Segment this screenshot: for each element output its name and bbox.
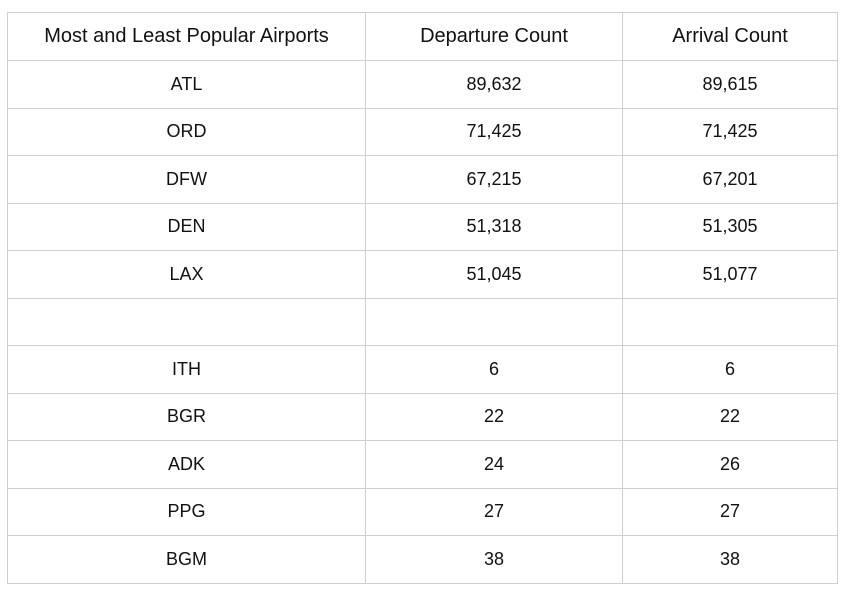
airport-cell: DEN (7, 202, 366, 251)
arrival-cell: 51,077 (622, 250, 838, 299)
departure-cell: 27 (365, 487, 623, 536)
airport-cell: BGR (7, 392, 366, 441)
arrival-cell: 26 (622, 440, 838, 489)
airport-table: Most and Least Popular Airports Departur… (7, 12, 838, 584)
airport-cell (7, 297, 366, 346)
departure-cell: 71,425 (365, 107, 623, 156)
airport-cell: DFW (7, 155, 366, 204)
table-container: Most and Least Popular Airports Departur… (7, 12, 838, 584)
departure-cell: 51,045 (365, 250, 623, 299)
arrival-cell: 38 (622, 535, 838, 584)
table-row: ADK 24 26 (7, 440, 838, 489)
table-row: DEN 51,318 51,305 (7, 202, 838, 251)
header-departure-count: Departure Count (365, 12, 623, 61)
header-arrival-count: Arrival Count (622, 12, 838, 61)
arrival-cell (622, 297, 838, 346)
departure-cell: 51,318 (365, 202, 623, 251)
header-row: Most and Least Popular Airports Departur… (7, 12, 838, 61)
airport-cell: BGM (7, 535, 366, 584)
empty-row (7, 297, 838, 346)
departure-cell: 6 (365, 345, 623, 394)
table-row: ITH 6 6 (7, 345, 838, 394)
table-row: PPG 27 27 (7, 487, 838, 536)
arrival-cell: 6 (622, 345, 838, 394)
airport-cell: PPG (7, 487, 366, 536)
arrival-cell: 71,425 (622, 107, 838, 156)
header-airports: Most and Least Popular Airports (7, 12, 366, 61)
arrival-cell: 27 (622, 487, 838, 536)
table-row: ATL 89,632 89,615 (7, 60, 838, 109)
departure-cell: 67,215 (365, 155, 623, 204)
airport-cell: LAX (7, 250, 366, 299)
departure-cell (365, 297, 623, 346)
departure-cell: 22 (365, 392, 623, 441)
airport-cell: ORD (7, 107, 366, 156)
table-row: BGM 38 38 (7, 535, 838, 584)
table-row: BGR 22 22 (7, 392, 838, 441)
arrival-cell: 67,201 (622, 155, 838, 204)
arrival-cell: 22 (622, 392, 838, 441)
departure-cell: 89,632 (365, 60, 623, 109)
airport-cell: ITH (7, 345, 366, 394)
airport-cell: ATL (7, 60, 366, 109)
departure-cell: 24 (365, 440, 623, 489)
table-row: ORD 71,425 71,425 (7, 107, 838, 156)
table-row: DFW 67,215 67,201 (7, 155, 838, 204)
arrival-cell: 89,615 (622, 60, 838, 109)
airport-cell: ADK (7, 440, 366, 489)
arrival-cell: 51,305 (622, 202, 838, 251)
departure-cell: 38 (365, 535, 623, 584)
table-row: LAX 51,045 51,077 (7, 250, 838, 299)
